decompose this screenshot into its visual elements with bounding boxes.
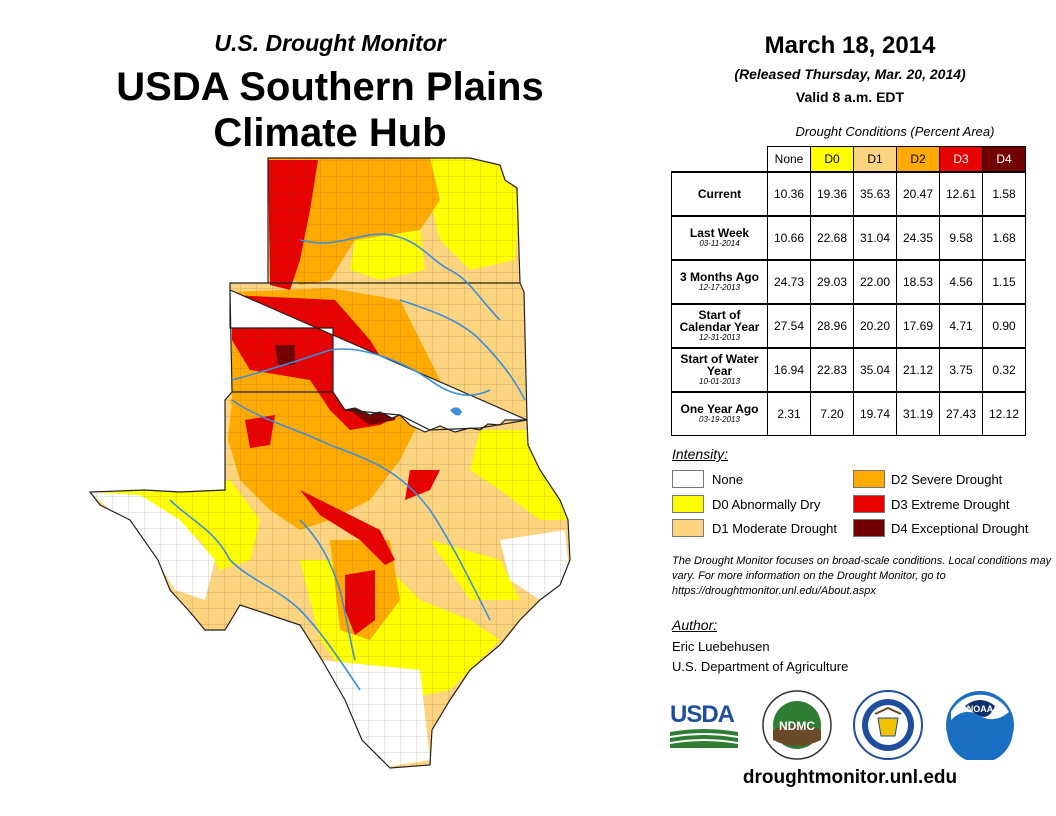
map-date: March 18, 2014 (764, 32, 936, 59)
legend-label-none: None (712, 472, 744, 487)
cell: 29.03 (810, 259, 854, 305)
legend-swatch-d0 (672, 495, 704, 513)
cell: 24.35 (896, 215, 940, 261)
author-org: U.S. Department of Agriculture (672, 659, 849, 674)
cell: 22.68 (810, 215, 854, 261)
table-row: One Year Ago 03-19-2013 2.31 7.20 19.74 3… (671, 391, 1026, 436)
author-block: Eric Luebehusen U.S. Department of Agric… (672, 637, 848, 677)
cell: 28.96 (810, 303, 854, 349)
cell: 0.32 (982, 347, 1026, 393)
legend-label-d2: D2 Severe Drought (891, 472, 1003, 487)
legend-swatch-none (672, 470, 704, 488)
table-row: Start of Calendar Year 12-31-2013 27.54 2… (671, 303, 1026, 349)
table-row: Current 10.36 19.36 35.63 20.47 12.61 1.… (671, 171, 1026, 217)
cell: 20.47 (896, 171, 940, 217)
cell: 16.94 (767, 347, 811, 393)
author-heading: Author: (672, 617, 718, 633)
cell: 4.56 (939, 259, 983, 305)
table-header-row: None D0 D1 D2 D3 D4 (672, 146, 1026, 173)
release-date: (Released Thursday, Mar. 20, 2014) (734, 66, 966, 82)
cell: 18.53 (896, 259, 940, 305)
cell: 10.66 (767, 215, 811, 261)
table-caption: Drought Conditions (Percent Area) (795, 124, 995, 139)
cell: 4.71 (939, 303, 983, 349)
title-line-1: USDA Southern Plains (116, 65, 544, 109)
cell: 24.73 (767, 259, 811, 305)
cell: 7.20 (810, 391, 854, 436)
cell: 1.68 (982, 215, 1026, 261)
legend-label-d0: D0 Abnormally Dry (712, 497, 821, 512)
cell: 20.20 (853, 303, 897, 349)
cell: 22.00 (853, 259, 897, 305)
cell: 1.58 (982, 171, 1026, 217)
cell: 35.63 (853, 171, 897, 217)
cell: 12.61 (939, 171, 983, 217)
cell: 22.83 (810, 347, 854, 393)
cell: 19.74 (853, 391, 897, 436)
legend-swatch-d2 (853, 470, 885, 488)
row-label: Last Week 03-11-2014 (671, 215, 768, 261)
col-d2: D2 (896, 146, 940, 173)
row-label: One Year Ago 03-19-2013 (671, 391, 768, 436)
table-row: Last Week 03-11-2014 10.66 22.68 31.04 24… (671, 215, 1026, 261)
row-label: Current (671, 171, 768, 217)
drought-conditions-table: None D0 D1 D2 D3 D4 Current 10.36 19.36 … (671, 146, 1026, 436)
col-d1: D1 (853, 146, 897, 173)
legend-swatch-d1 (672, 519, 704, 537)
legend-label-d1: D1 Moderate Drought (712, 521, 838, 536)
legend-label-d4: D4 Exceptional Drought (891, 521, 1029, 536)
cell: 19.36 (810, 171, 854, 217)
svg-text:NOAA: NOAA (967, 704, 994, 714)
row-label: Start of Water Year 10-01-2013 (671, 347, 768, 393)
cell: 9.58 (939, 215, 983, 261)
cell: 12.12 (982, 391, 1026, 436)
cell: 21.12 (896, 347, 940, 393)
legend-label-d3: D3 Extreme Drought (891, 497, 1010, 512)
col-none: None (767, 146, 811, 173)
drought-map (89, 157, 571, 769)
cell: 27.43 (939, 391, 983, 436)
cell: 31.04 (853, 215, 897, 261)
table-row: Start of Water Year 10-01-2013 16.94 22.8… (671, 347, 1026, 393)
cell: 17.69 (896, 303, 940, 349)
page-title: USDA Southern Plains Climate Hub (70, 64, 590, 156)
cell: 35.04 (853, 347, 897, 393)
col-d0: D0 (810, 146, 854, 173)
valid-time: Valid 8 a.m. EDT (795, 89, 905, 105)
noaa-logo: NOAA (946, 691, 1014, 760)
legend-swatch-d4 (853, 519, 885, 537)
disclaimer-note: The Drought Monitor focuses on broad-sca… (672, 555, 1052, 597)
website-link[interactable]: droughtmonitor.unl.edu (742, 767, 958, 788)
supertitle: U.S. Drought Monitor (214, 30, 446, 56)
table-corner (672, 147, 768, 173)
row-label: 3 Months Ago 12-17-2013 (671, 259, 768, 305)
cell: 27.54 (767, 303, 811, 349)
title-line-2: Climate Hub (213, 111, 447, 155)
cell: 0.90 (982, 303, 1026, 349)
col-d4: D4 (982, 146, 1026, 173)
usda-field-icon (670, 729, 738, 748)
usda-logo: USDA (670, 702, 740, 748)
table-row: 3 Months Ago 12-17-2013 24.73 29.03 22.00… (671, 259, 1026, 305)
author-name: Eric Luebehusen (672, 639, 770, 654)
legend-swatch-d3 (853, 495, 885, 513)
commerce-seal-logo (853, 690, 923, 760)
row-label: Start of Calendar Year 12-31-2013 (671, 303, 768, 349)
cell: 3.75 (939, 347, 983, 393)
cell: 1.15 (982, 259, 1026, 305)
cell: 10.36 (767, 171, 811, 217)
svg-text:NDMC: NDMC (779, 719, 815, 733)
cell: 2.31 (767, 391, 811, 436)
col-d3: D3 (939, 146, 983, 173)
legend-heading: Intensity: (672, 446, 729, 462)
cell: 31.19 (896, 391, 940, 436)
ndmc-logo: NDMC (762, 690, 832, 760)
